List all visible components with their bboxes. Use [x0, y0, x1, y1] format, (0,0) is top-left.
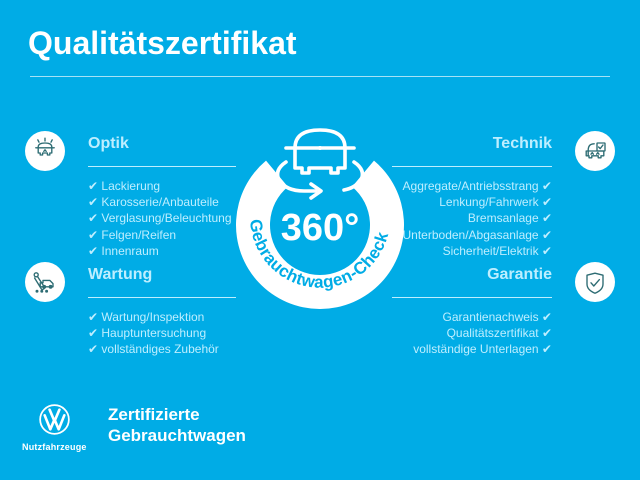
svg-text:360°: 360°: [281, 207, 360, 249]
